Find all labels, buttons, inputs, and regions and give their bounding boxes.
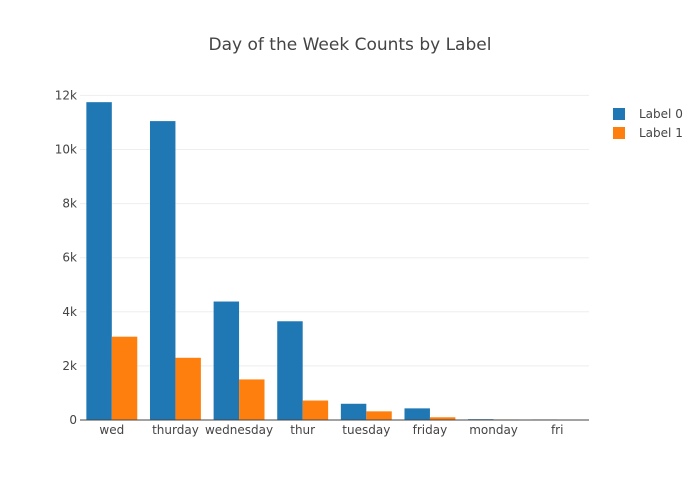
x-tick-label: tuesday (342, 423, 390, 437)
y-tick-label: 8k (62, 197, 77, 211)
x-tick-label: thurday (152, 423, 199, 437)
legend-swatch (613, 127, 625, 139)
y-tick-label: 4k (62, 305, 77, 319)
y-tick-label: 6k (62, 251, 77, 265)
legend-label: Label 0 (639, 107, 683, 121)
x-tick-label: thur (290, 423, 315, 437)
bar-wed-series-0[interactable] (86, 102, 112, 421)
bar-wednesday-series-1[interactable] (239, 379, 265, 420)
bar-tuesday-series-0[interactable] (340, 403, 367, 420)
legend: Label 0 Label 1 (613, 107, 683, 140)
x-tick-label: monday (469, 423, 518, 437)
bar-wednesday-series-0[interactable] (213, 301, 240, 420)
bar-thurday-series-0[interactable] (149, 121, 176, 420)
x-tick-label: wed (99, 423, 124, 437)
bar-tuesday-series-1[interactable] (366, 411, 392, 420)
bar-thurday-series-1[interactable] (175, 357, 201, 420)
bar-thur-series-1[interactable] (302, 400, 329, 420)
legend-swatch (613, 108, 625, 120)
bar-wed-series-1[interactable] (111, 336, 138, 420)
x-tick-label: friday (413, 423, 448, 437)
y-tick-label: 10k (55, 143, 77, 157)
x-axis-ticks: wed thurday wednesday thur tuesday friday mond… (99, 423, 563, 437)
legend-item[interactable]: Label 0 (613, 107, 683, 121)
legend-label: Label 1 (639, 126, 683, 140)
bar-friday-series-0[interactable] (404, 408, 430, 420)
x-tick-label: fri (551, 423, 564, 437)
bars (86, 102, 583, 421)
y-tick-label: 2k (62, 359, 77, 373)
y-tick-label: 12k (55, 88, 77, 102)
bar-thur-series-0[interactable] (277, 321, 303, 420)
chart-title: Day of the Week Counts by Label (209, 35, 492, 55)
bar-friday-series-1[interactable] (429, 417, 456, 420)
y-axis-ticks: 0 2k 4k 6k 8k 10k 12k (55, 88, 77, 427)
x-tick-label: wednesday (205, 423, 273, 437)
legend-item[interactable]: Label 1 (613, 126, 683, 140)
y-tick-label: 0 (69, 413, 77, 427)
